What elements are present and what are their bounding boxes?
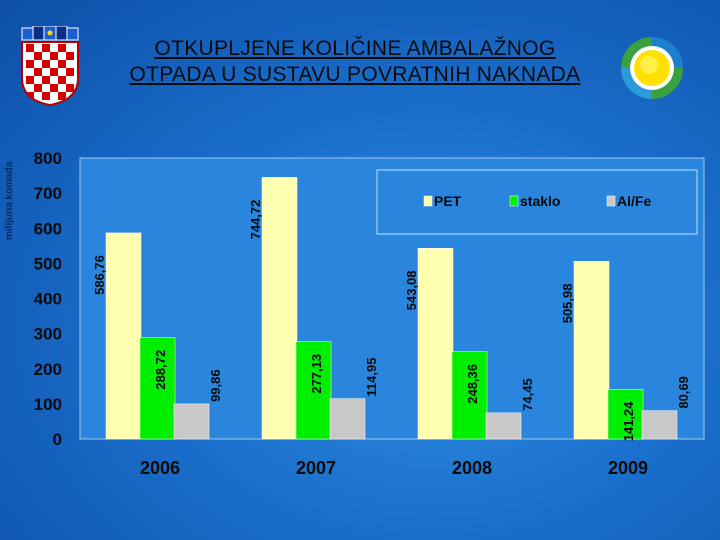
- sun-logo-icon: [621, 37, 683, 99]
- legend-swatch: [423, 195, 433, 207]
- data-label: 99,86: [208, 369, 223, 402]
- bar-pet-2008: [417, 247, 454, 440]
- y-tick-label: 600: [34, 219, 62, 238]
- y-tick-label: 300: [34, 325, 62, 344]
- data-label: 80,69: [676, 376, 691, 409]
- x-tick-label: 2008: [452, 458, 492, 478]
- bar-staklo-2008: [451, 351, 488, 440]
- bar-pet-2009: [573, 261, 610, 440]
- y-tick-label: 100: [34, 395, 62, 414]
- legend-entry: PET: [434, 193, 462, 209]
- legend-entry: Al/Fe: [617, 193, 651, 209]
- data-label: 74,45: [520, 378, 535, 411]
- legend-swatch: [606, 195, 616, 207]
- y-tick-label: 800: [34, 149, 62, 168]
- bar-alfe-2008: [485, 412, 522, 440]
- y-tick-label: 200: [34, 360, 62, 379]
- bar-alfe-2006: [173, 403, 210, 440]
- data-label: 277,13: [309, 354, 324, 394]
- bar-pet-2007: [261, 177, 298, 440]
- page-title: OTKUPLJENE KOLIČINE AMBALAŽNOG OTPADA U …: [90, 36, 620, 88]
- legend-entry: staklo: [520, 193, 560, 209]
- data-label: 744,72: [248, 200, 263, 240]
- data-label: 586,76: [92, 255, 107, 295]
- x-tick-label: 2007: [296, 458, 336, 478]
- bar-staklo-2006: [139, 337, 176, 440]
- y-tick-label: 700: [34, 184, 62, 203]
- legend-swatch: [509, 195, 519, 207]
- bar-pet-2006: [105, 232, 142, 440]
- bar-alfe-2007: [329, 398, 366, 440]
- x-tick-label: 2006: [140, 458, 180, 478]
- data-label: 505,98: [560, 284, 575, 324]
- coat-of-arms-icon: [21, 26, 79, 106]
- y-tick-label: 400: [34, 290, 62, 309]
- bar-staklo-2009: [607, 389, 644, 440]
- data-label: 543,08: [404, 270, 419, 310]
- bar-alfe-2009: [641, 410, 678, 440]
- y-tick-label: 0: [53, 430, 62, 449]
- data-label: 141,24: [621, 401, 636, 442]
- title-line-1: OTKUPLJENE KOLIČINE AMBALAŽNOG: [154, 37, 556, 60]
- bar-staklo-2007: [295, 341, 332, 440]
- data-label: 248,36: [465, 364, 480, 404]
- y-tick-label: 500: [34, 254, 62, 273]
- title-line-2: OTPADA U SUSTAVU POVRATNIH NAKNADA: [129, 63, 581, 86]
- x-tick-label: 2009: [608, 458, 648, 478]
- data-label: 288,72: [153, 350, 168, 390]
- data-label: 114,95: [364, 358, 379, 397]
